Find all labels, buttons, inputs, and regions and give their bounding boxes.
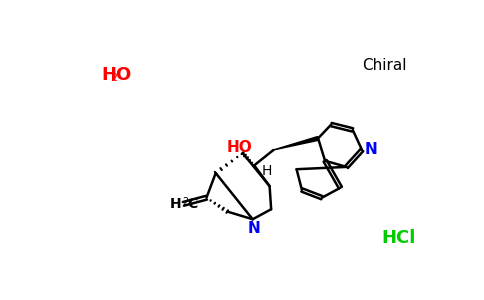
- Text: H: H: [262, 164, 272, 178]
- Text: O: O: [115, 66, 130, 84]
- Text: Chiral: Chiral: [362, 58, 407, 73]
- Text: H: H: [169, 197, 181, 211]
- Text: N: N: [365, 142, 378, 158]
- Text: HCl: HCl: [381, 229, 416, 247]
- Text: C: C: [187, 197, 197, 211]
- Polygon shape: [273, 136, 318, 150]
- Text: N: N: [248, 221, 260, 236]
- Text: 2: 2: [182, 197, 188, 207]
- Text: 2: 2: [110, 73, 117, 83]
- Text: HO: HO: [227, 140, 253, 155]
- Text: H: H: [102, 66, 117, 84]
